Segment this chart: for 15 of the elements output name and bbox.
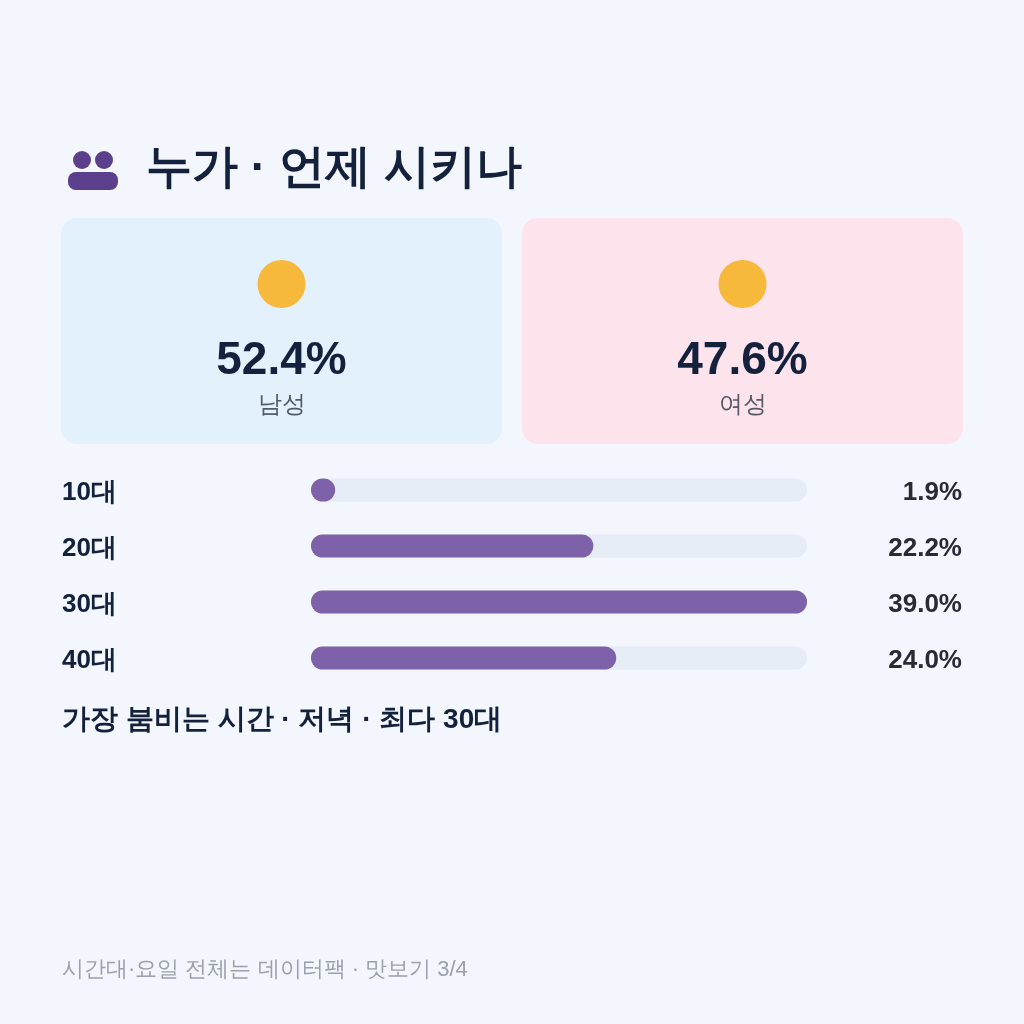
text: 시간대·요일 전체는 데이터팩 · 맛보기 3/4	[62, 956, 468, 981]
y-tick-label: 30대	[62, 588, 117, 618]
data-label: 1.9%	[902, 476, 962, 506]
text: 52.4%	[216, 332, 347, 384]
text: 누가 · 언제 시키나	[146, 140, 522, 192]
text: 가장 붐비는 시간 · 저녁 · 최다 30대	[62, 703, 503, 734]
y-tick-label: 20대	[62, 532, 117, 562]
data-label: 39.0%	[888, 588, 962, 618]
category-label: 여성	[718, 390, 767, 417]
y-tick-label: 10대	[62, 476, 117, 506]
data-label: 22.2%	[888, 532, 962, 562]
y-tick-label: 40대	[62, 644, 117, 674]
text: 47.6%	[677, 332, 808, 384]
data-label: 24.0%	[888, 644, 962, 674]
category-label: 남성	[257, 390, 306, 417]
